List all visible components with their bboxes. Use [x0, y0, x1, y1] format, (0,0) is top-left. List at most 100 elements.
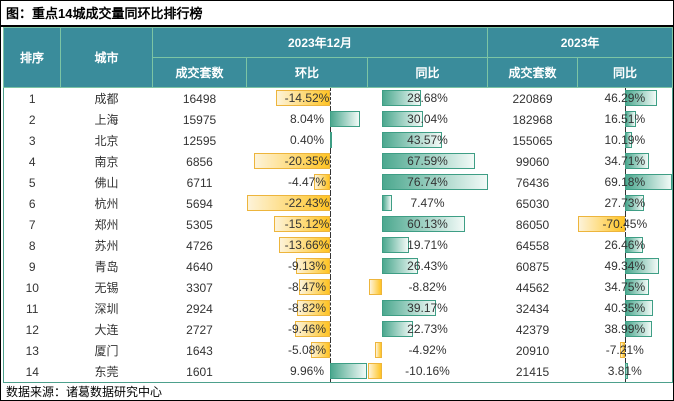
dec-mom-bar-cell: -8.82%: [247, 298, 368, 319]
table-row: 10 无锡 3307 -8.47% -8.82% 44562 34.75%: [4, 277, 673, 298]
bar-value: 69.18%: [604, 175, 646, 189]
bar-value: 16.51%: [604, 112, 646, 126]
bar-value: 26.46%: [604, 238, 646, 252]
bar-value: 27.73%: [604, 196, 646, 210]
dec-yoy-bar-cell: -8.82%: [368, 277, 488, 298]
data-bar: [254, 153, 331, 169]
data-bar: [625, 90, 657, 106]
bar-value: -10.16%: [405, 364, 450, 378]
bar-value: 46.29%: [604, 91, 646, 105]
bar-value: 7.47%: [410, 196, 445, 210]
dec-yoy-bar-cell: 26.43%: [368, 256, 488, 277]
data-source: 数据来源：诸葛数据研究中心: [6, 385, 163, 399]
table-row: 3 北京 12595 0.40% 43.57% 155065 10.19%: [4, 130, 673, 151]
bar-value: -8.82%: [287, 301, 327, 315]
table-row: 1 成都 16498 -14.52% 28.68% 220869 46.29%: [4, 88, 673, 109]
year-units-cell: 32434: [515, 301, 550, 316]
bar-value: -20.35%: [284, 154, 330, 168]
table-row: 11 深圳 2924 -8.82% 39.17% 32434 40.35%: [4, 298, 673, 319]
data-bar: [625, 363, 628, 379]
dec-units-cell: 6711: [186, 175, 213, 190]
data-bar: [279, 237, 331, 253]
ranking-table: 排序 城市 2023年12月 2023年 成交套数 环比 同比 成交套数 同比 …: [3, 27, 673, 383]
bar-value: -70.45%: [602, 217, 648, 231]
year-yoy-bar-cell: 40.35%: [578, 298, 673, 319]
rank-cell: 5: [28, 175, 36, 190]
data-bar: [330, 111, 361, 127]
dec-mom-bar-cell: -14.52%: [247, 88, 368, 109]
bar-value: -22.43%: [284, 196, 330, 210]
dec-mom-bar-cell: -4.47%: [247, 172, 368, 193]
year-units-cell: 20910: [515, 343, 550, 358]
year-yoy-bar-cell: 69.18%: [578, 172, 673, 193]
year-yoy-bar-cell: 3.81%: [577, 361, 673, 383]
dec-yoy-bar-cell: -4.92%: [368, 340, 488, 361]
header-year-units: 成交套数: [487, 57, 579, 88]
data-bar: [246, 195, 331, 211]
bar-value: 60.13%: [407, 217, 448, 231]
city-cell: 大连: [94, 323, 119, 337]
table-row: 7 郑州 5305 -15.12% 60.13% 86050 -70.45%: [4, 214, 673, 235]
dec-units-cell: 3307: [186, 280, 213, 295]
year-yoy-bar-cell: 34.71%: [578, 151, 673, 172]
data-bar: [367, 363, 382, 379]
dec-units-cell: 5694: [186, 196, 213, 211]
bar-value: 67.59%: [407, 154, 448, 168]
dec-units-cell: 4640: [186, 259, 213, 274]
table-row: 14 东莞 1601 9.96% -10.16% 21415 3.81%: [3, 361, 673, 383]
dec-units-cell: 12595: [182, 133, 217, 148]
year-yoy-bar-cell: 34.75%: [578, 277, 673, 298]
rank-cell: 12: [25, 322, 39, 337]
bar-value: 76.74%: [407, 175, 448, 189]
data-bar: [330, 132, 333, 148]
table-row: 13 厦门 1643 -5.08% -4.92% 20910 -7.21%: [4, 340, 673, 361]
bar-value: 34.71%: [604, 154, 646, 168]
bar-value: 19.71%: [407, 238, 448, 252]
header-city: 城市: [60, 27, 153, 88]
rank-cell: 2: [28, 112, 36, 127]
header-group-year-2023: 2023年: [487, 27, 673, 58]
year-units-cell: 182968: [512, 112, 553, 127]
zero-axis-line: [330, 319, 332, 340]
data-bar: [620, 342, 626, 358]
bar-value: -4.47%: [287, 175, 327, 189]
table-row: 8 苏州 4726 -13.66% 19.71% 64558 26.46%: [4, 235, 673, 256]
year-units-cell: 60875: [515, 259, 550, 274]
dec-yoy-bar-cell: 39.17%: [368, 298, 488, 319]
rank-cell: 1: [28, 91, 36, 106]
data-bar: [625, 174, 673, 190]
rank-cell: 9: [28, 259, 36, 274]
year-yoy-bar-cell: 10.19%: [578, 130, 673, 151]
zero-axis-line: [330, 277, 332, 298]
year-yoy-bar-cell: -70.45%: [577, 214, 673, 235]
data-bar: [625, 195, 644, 211]
year-units-cell: 86050: [515, 217, 550, 232]
data-bar: [577, 216, 626, 232]
bar-value: 0.40%: [289, 133, 325, 147]
bar-value: -9.46%: [287, 322, 327, 336]
year-units-cell: 65030: [515, 196, 550, 211]
year-units-cell: 220869: [512, 91, 553, 106]
data-bar: [625, 258, 659, 274]
table-header: 排序 城市 2023年12月 2023年 成交套数 环比 同比 成交套数 同比: [3, 27, 673, 88]
data-bar: [625, 279, 649, 295]
data-bar: [311, 342, 331, 358]
dec-units-cell: 16498: [182, 91, 217, 106]
data-bar: [625, 237, 644, 253]
dec-yoy-bar-cell: 19.71%: [368, 235, 488, 256]
data-bar: [625, 132, 633, 148]
bar-value: -15.12%: [284, 217, 330, 231]
data-bar: [381, 111, 424, 127]
dec-mom-bar-cell: -13.66%: [247, 235, 368, 256]
table-row: 5 佛山 6711 -4.47% 76.74% 76436 69.18%: [4, 172, 673, 193]
header-year-yoy: 同比: [577, 57, 673, 88]
dec-mom-bar-cell: -5.08%: [247, 340, 368, 361]
dec-mom-bar-cell: 8.04%: [247, 109, 368, 130]
data-bar: [381, 321, 413, 337]
bar-value: -14.52%: [284, 91, 330, 105]
dec-yoy-bar-cell: 7.47%: [368, 193, 488, 214]
zero-axis-line: [330, 214, 332, 235]
city-cell: 南京: [94, 155, 119, 169]
data-bar: [297, 300, 331, 316]
dec-mom-bar-cell: 9.96%: [246, 361, 368, 383]
